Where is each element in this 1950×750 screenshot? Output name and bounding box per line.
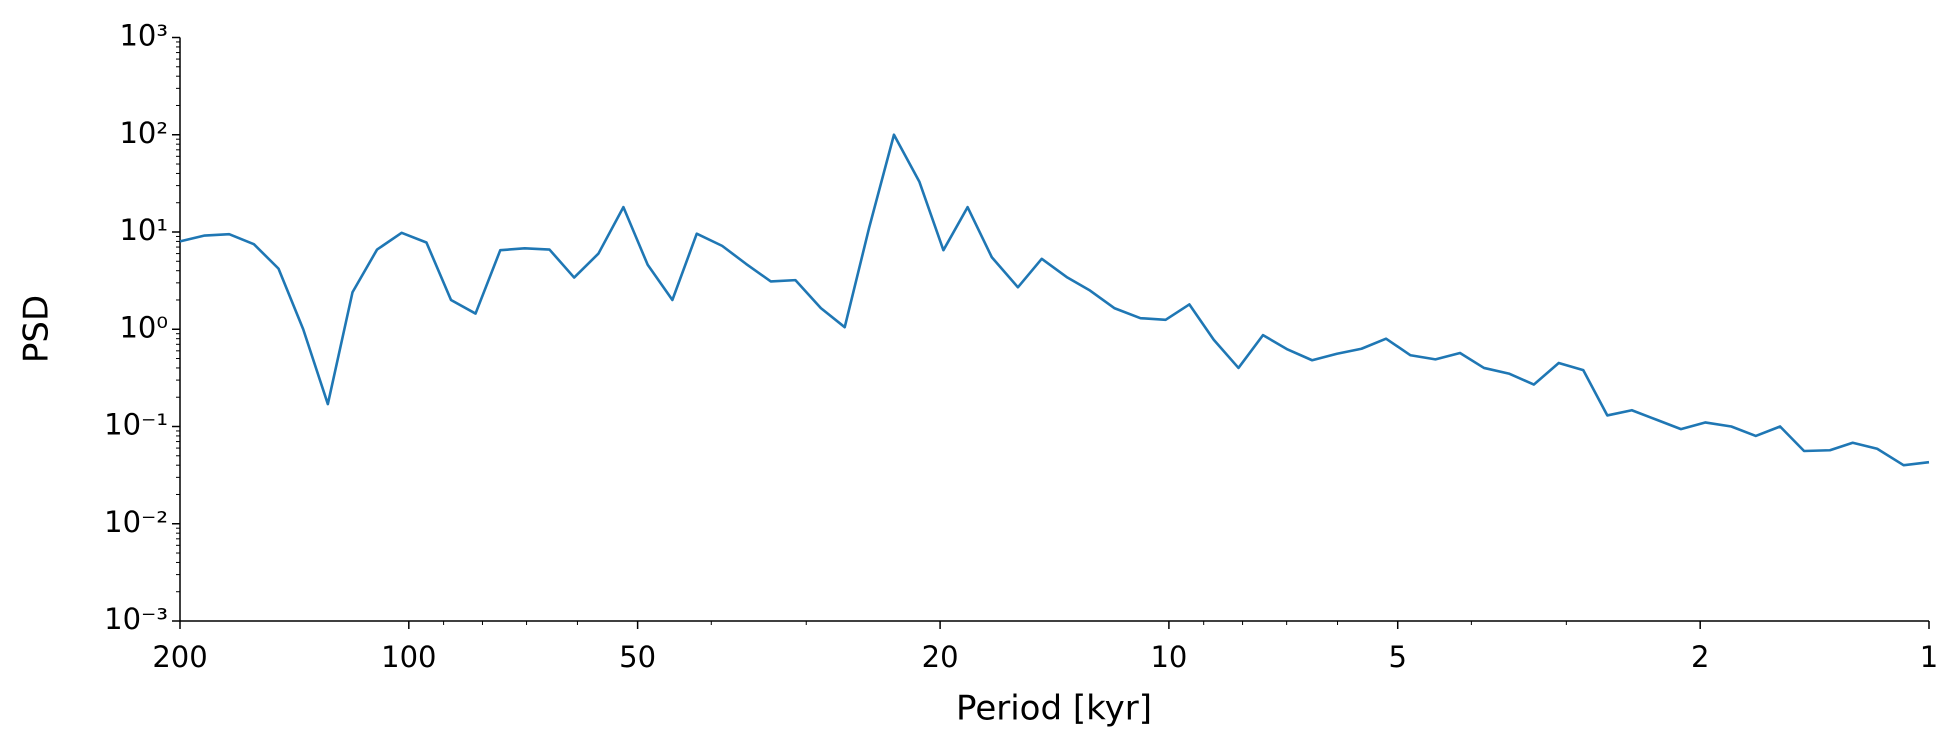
data-line <box>179 133 1930 467</box>
y-tick-label: 10³ <box>119 19 168 53</box>
y-axis-label: PSD <box>17 295 57 363</box>
x-tick-label: 10 <box>1150 640 1187 674</box>
x-tick-label: 1 <box>1920 640 1938 674</box>
x-tick-label: 2 <box>1691 640 1709 674</box>
x-tick-label: 100 <box>381 640 436 674</box>
x-tick-label: 50 <box>619 640 656 674</box>
x-tick-label: 5 <box>1388 640 1406 674</box>
y-tick-label: 10⁻¹ <box>104 408 168 442</box>
y-tick-label: 10⁻³ <box>104 602 168 636</box>
y-tick-label: 10² <box>119 116 168 150</box>
y-tick-label: 10¹ <box>119 213 168 247</box>
x-tick-label: 20 <box>922 640 959 674</box>
y-tick-label: 10⁰ <box>119 310 168 344</box>
y-tick-label: 10⁻² <box>104 505 168 539</box>
x-axis-label: Period [kyr] <box>956 689 1152 729</box>
x-tick-label: 200 <box>152 640 207 674</box>
